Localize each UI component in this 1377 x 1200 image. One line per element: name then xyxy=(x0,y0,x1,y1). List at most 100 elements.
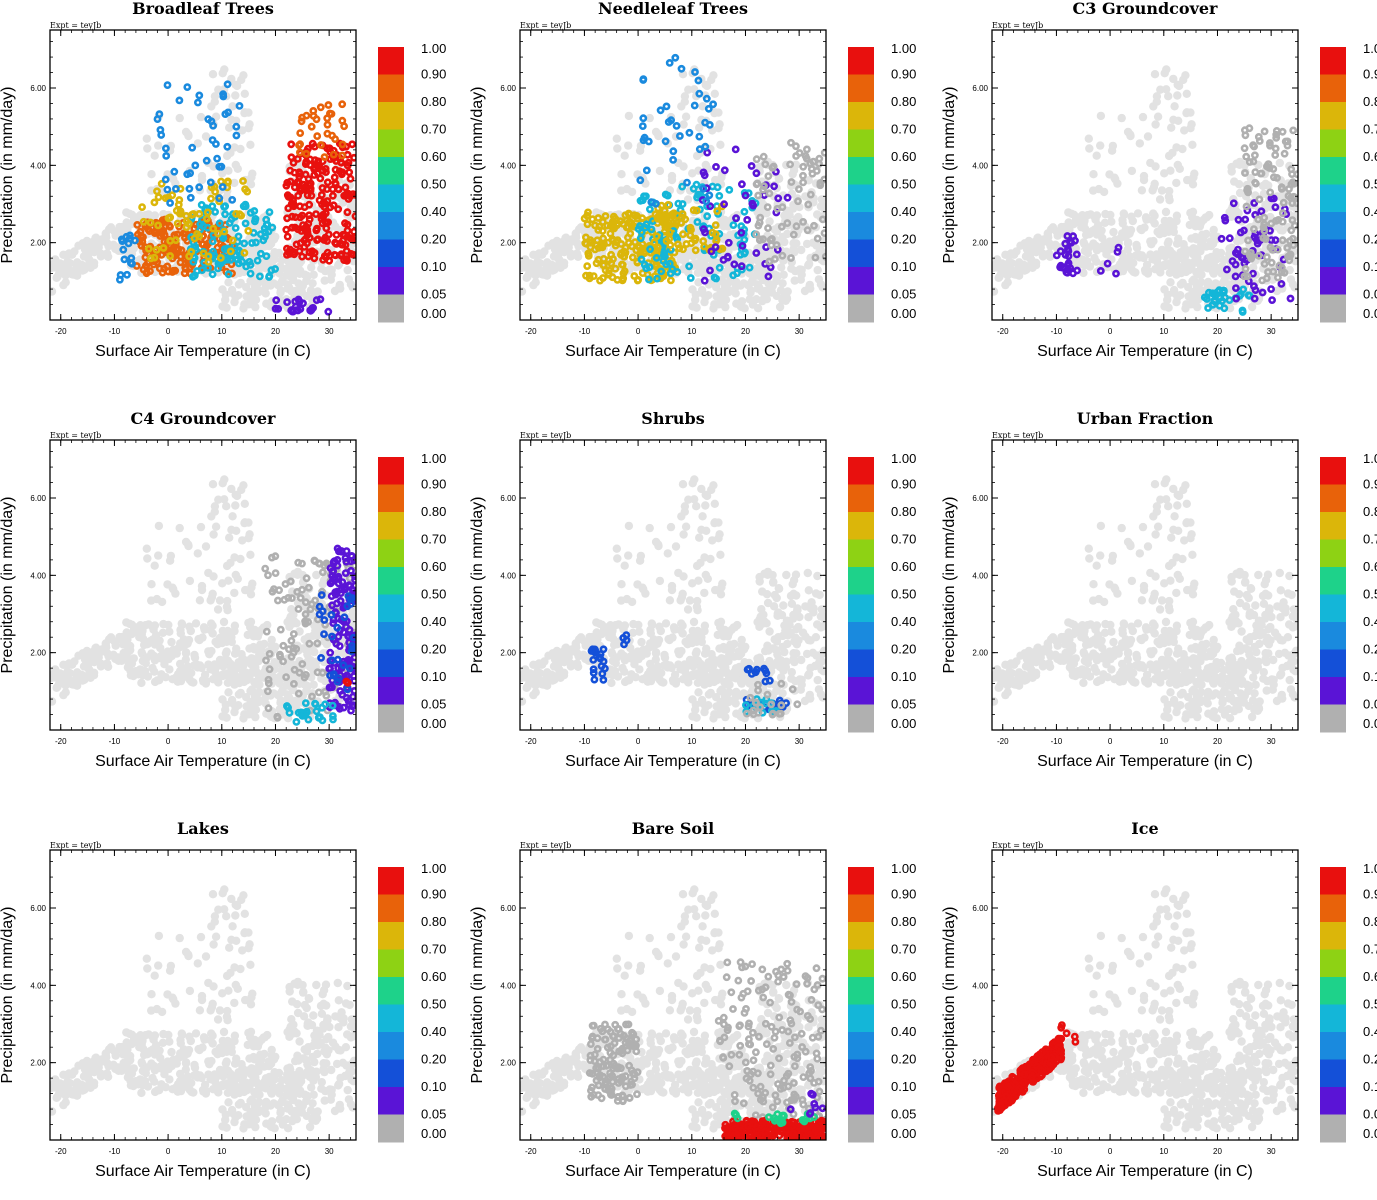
background-point xyxy=(573,239,582,248)
data-point xyxy=(323,120,332,129)
data-point xyxy=(296,129,305,137)
data-point xyxy=(690,101,699,110)
colorbar-label: 0.40 xyxy=(891,204,916,219)
data-point xyxy=(161,175,170,184)
background-point xyxy=(226,558,235,568)
background-point xyxy=(250,665,259,674)
data-point xyxy=(261,232,269,241)
background-point xyxy=(1179,75,1188,85)
data-point xyxy=(619,219,627,228)
background-point xyxy=(181,648,191,657)
background-point xyxy=(1009,269,1018,279)
background-point xyxy=(255,278,264,287)
background-point xyxy=(262,299,271,308)
data-point xyxy=(669,147,678,156)
data-point xyxy=(211,207,219,216)
data-point xyxy=(232,122,241,131)
data-point xyxy=(307,122,316,131)
background-point xyxy=(226,148,235,158)
background-point xyxy=(186,626,195,636)
background-point xyxy=(1137,225,1146,235)
data-point xyxy=(226,247,235,256)
data-point xyxy=(619,252,628,261)
data-point xyxy=(685,128,694,137)
data-point xyxy=(624,233,632,242)
data-point xyxy=(719,255,728,264)
background-point xyxy=(1175,164,1185,173)
background-point xyxy=(1209,268,1218,277)
background-point xyxy=(153,676,162,685)
data-point xyxy=(197,200,206,209)
data-point xyxy=(215,197,224,206)
data-point xyxy=(1232,294,1241,303)
x-tick-label: 30 xyxy=(325,327,334,336)
background-point xyxy=(813,265,822,275)
data-point xyxy=(639,76,648,84)
background-point xyxy=(1030,245,1039,255)
background-point xyxy=(693,268,703,277)
data-point xyxy=(331,238,339,247)
background-point xyxy=(695,123,704,132)
data-point xyxy=(1270,173,1278,182)
data-point xyxy=(1229,199,1238,208)
data-point xyxy=(163,81,172,89)
background-point xyxy=(224,688,233,697)
background-point xyxy=(691,290,700,299)
background-point xyxy=(239,669,248,679)
data-point xyxy=(195,183,204,192)
background-point xyxy=(795,265,804,274)
background-point xyxy=(165,627,174,636)
background-point xyxy=(223,656,233,665)
data-point xyxy=(142,269,151,278)
data-point xyxy=(323,237,331,245)
background-point xyxy=(150,561,159,570)
background-point xyxy=(745,269,754,278)
data-point xyxy=(128,259,136,268)
colorbar-segment xyxy=(378,239,404,268)
colorbar-segment xyxy=(1320,212,1346,240)
background-point xyxy=(1109,227,1118,237)
data-point xyxy=(272,296,281,305)
data-point xyxy=(692,180,701,189)
background-point xyxy=(233,164,242,173)
colorbar-label: 0.90 xyxy=(421,67,446,82)
background-point xyxy=(190,650,199,660)
data-point xyxy=(813,234,822,243)
data-point xyxy=(186,263,195,272)
data-point xyxy=(286,245,295,254)
background-point xyxy=(197,175,207,185)
background-point xyxy=(196,522,206,532)
data-point xyxy=(345,168,354,177)
data-point xyxy=(1061,250,1070,259)
data-point xyxy=(799,171,807,180)
background-point xyxy=(1160,260,1169,269)
background-point xyxy=(520,287,527,296)
data-point xyxy=(754,191,763,200)
data-point xyxy=(1113,247,1122,256)
data-point xyxy=(202,156,211,165)
data-point xyxy=(141,261,150,270)
colorbar-label: 0.80 xyxy=(421,94,446,109)
x-tick-label: -20 xyxy=(997,327,1009,336)
background-point xyxy=(201,542,211,551)
background-point xyxy=(1137,186,1147,195)
background-point xyxy=(567,249,576,259)
background-point xyxy=(788,204,798,213)
data-point xyxy=(287,153,296,162)
background-point xyxy=(775,302,785,312)
background-point xyxy=(145,637,155,646)
data-point xyxy=(700,171,709,180)
background-point xyxy=(1100,218,1110,227)
data-point xyxy=(126,231,134,240)
data-point xyxy=(752,155,761,164)
background-point xyxy=(246,299,255,309)
background-point xyxy=(266,239,276,248)
background-point xyxy=(1113,179,1122,188)
data-point xyxy=(1223,265,1231,274)
background-point xyxy=(1163,290,1173,299)
background-point xyxy=(819,202,826,211)
data-point xyxy=(743,215,752,224)
background-point xyxy=(537,269,546,279)
background-point xyxy=(537,250,546,259)
data-point xyxy=(157,227,166,235)
